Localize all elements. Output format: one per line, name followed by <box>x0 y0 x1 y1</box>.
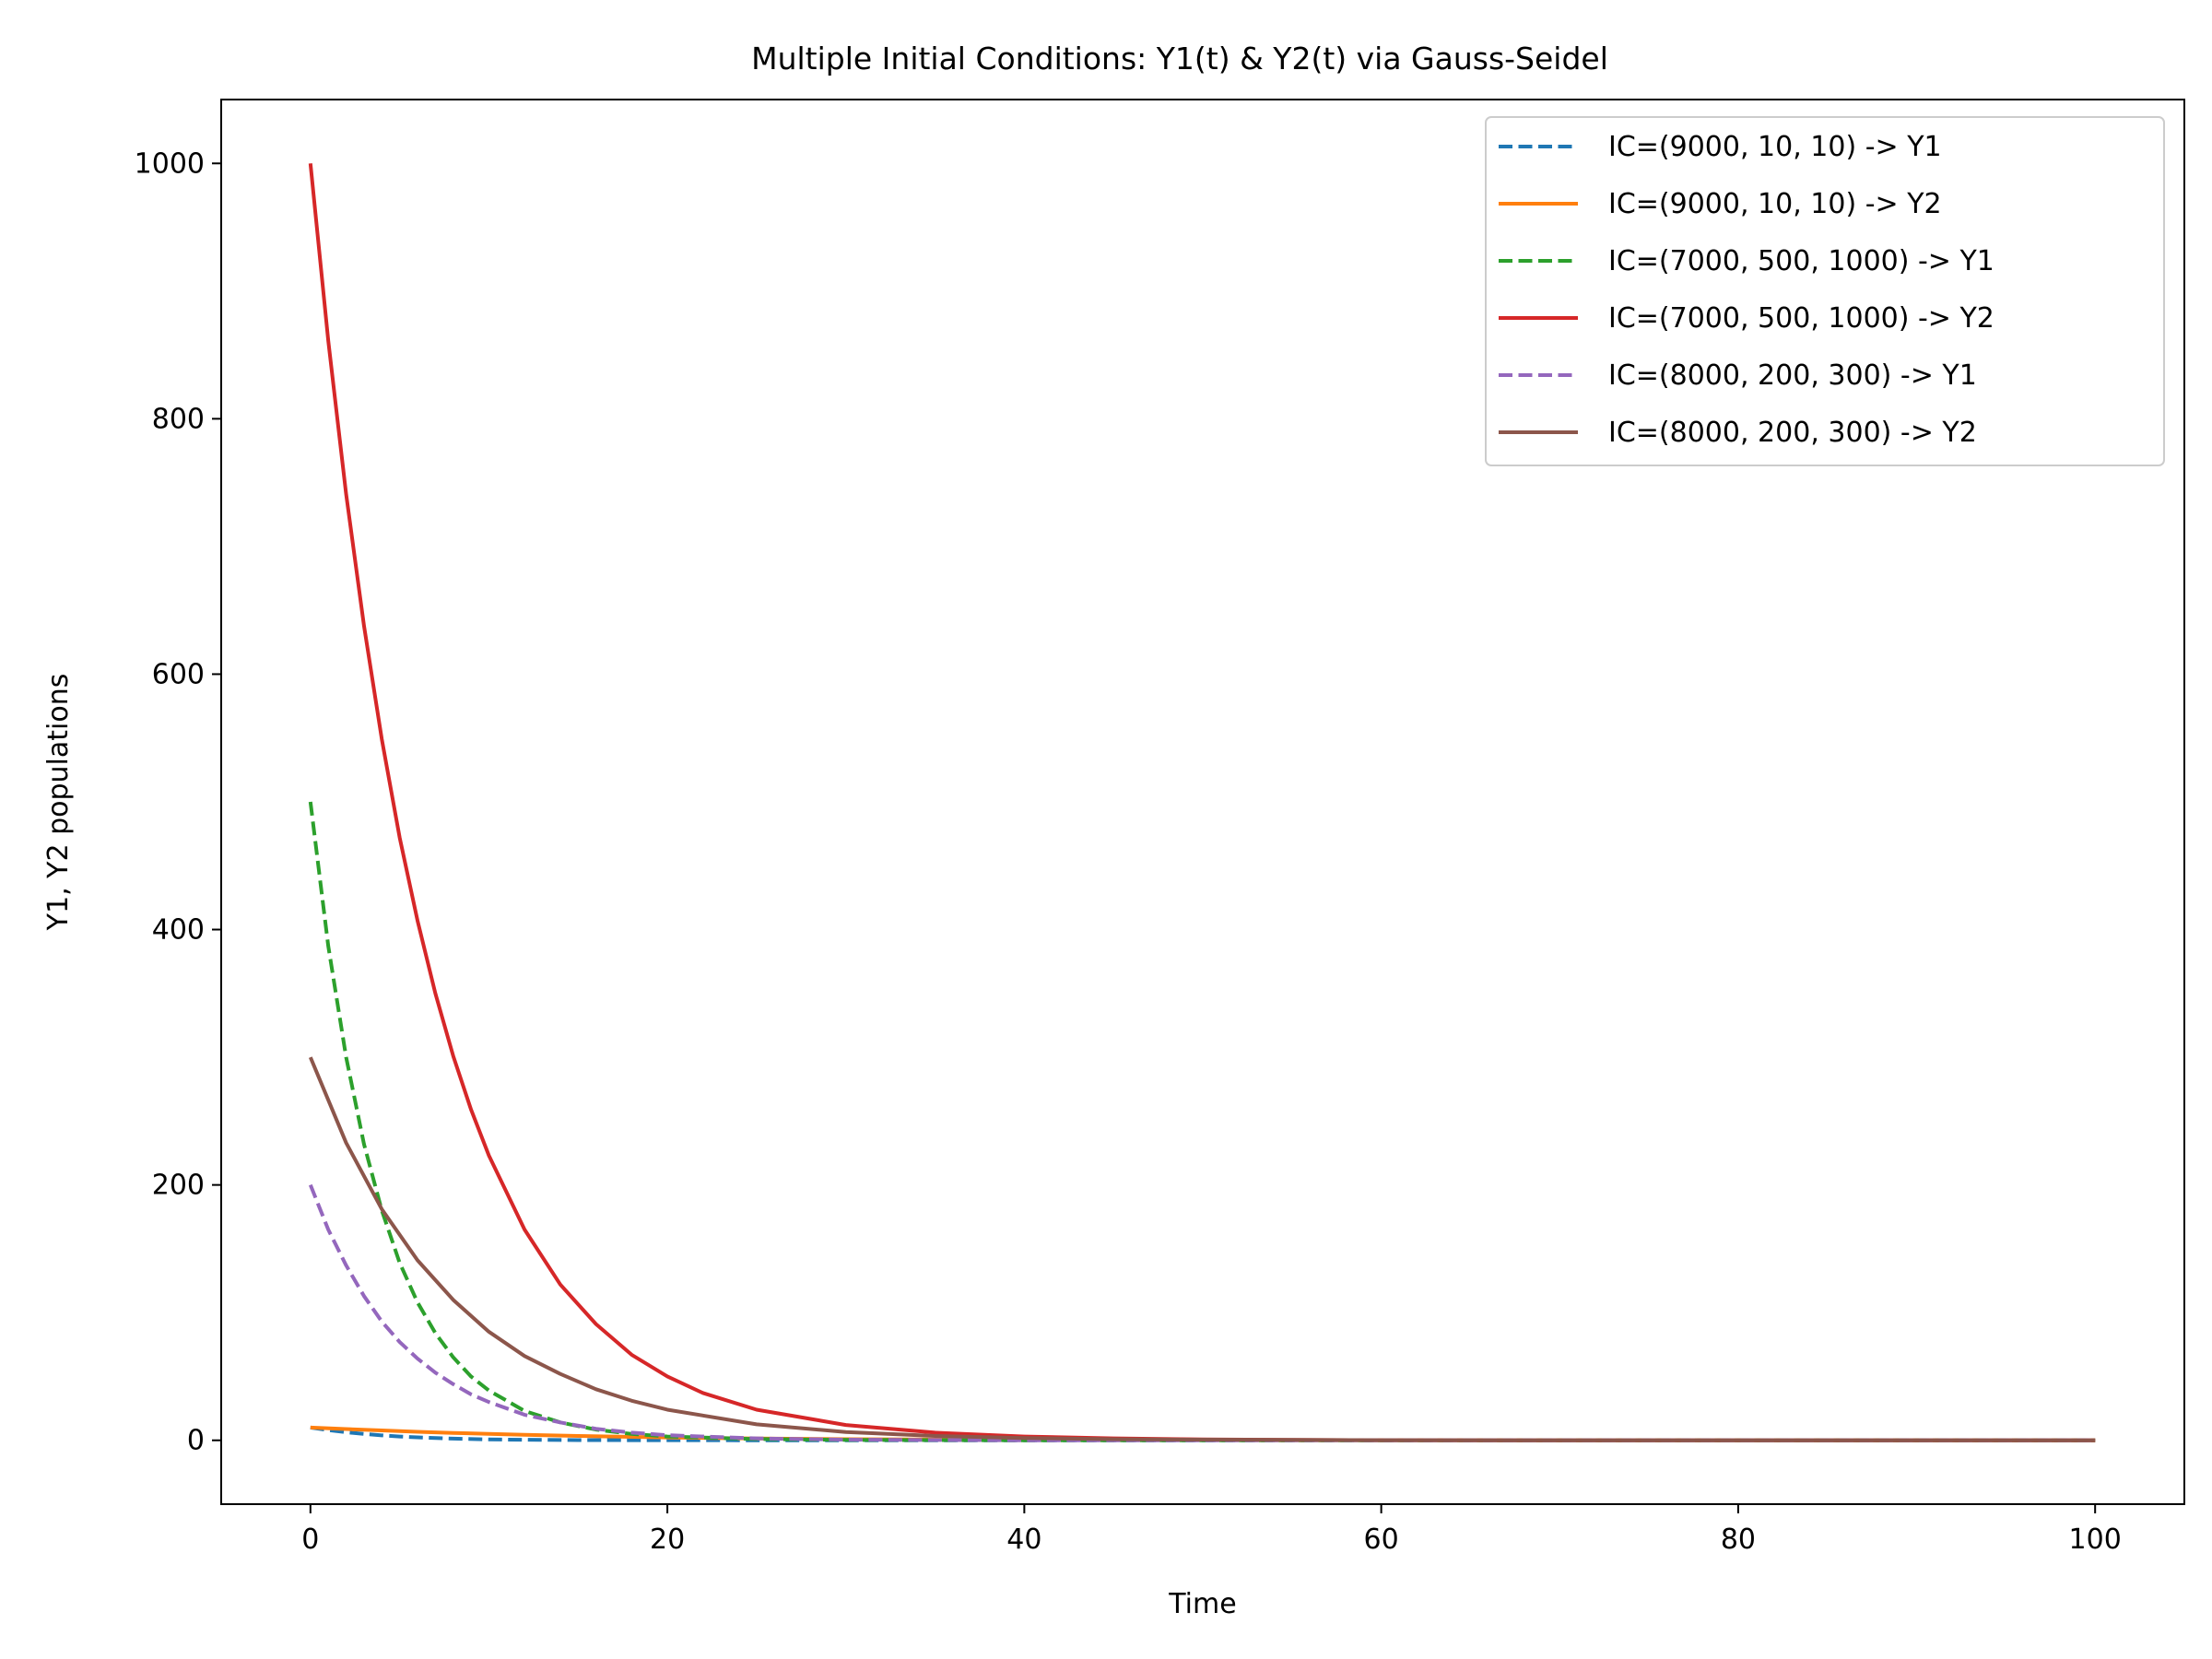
x-axis-label: Time <box>1168 1588 1236 1620</box>
plot-frame <box>220 99 2185 1505</box>
x-tick-label: 0 <box>301 1524 319 1556</box>
legend-label-1: IC=(9000, 10, 10) -> Y1 <box>1608 131 1942 163</box>
series-line-5 <box>308 1183 2096 1442</box>
y-tick-label: 0 <box>187 1425 205 1457</box>
x-tick-label: 60 <box>1364 1524 1399 1556</box>
y-tick-label: 400 <box>152 914 205 947</box>
legend-label-4: IC=(7000, 500, 1000) -> Y2 <box>1608 302 1994 335</box>
x-tick-label: 100 <box>2069 1524 2122 1556</box>
chart-title: Multiple Initial Conditions: Y1(t) & Y2(… <box>751 41 1608 76</box>
y-tick-label: 800 <box>152 403 205 435</box>
series-layer <box>308 163 2096 1442</box>
legend-label-3: IC=(7000, 500, 1000) -> Y1 <box>1608 245 1994 277</box>
y-tick-label: 200 <box>152 1170 205 1202</box>
x-tick-label: 80 <box>1721 1524 1756 1556</box>
x-tick-label: 20 <box>650 1524 685 1556</box>
legend-label-2: IC=(9000, 10, 10) -> Y2 <box>1608 188 1942 220</box>
series-line-6 <box>308 1056 2096 1442</box>
y-axis-label: Y1, Y2 populations <box>42 674 75 932</box>
x-axis: 0 20 40 60 80 100 <box>301 1504 2122 1556</box>
y-tick-label: 600 <box>152 658 205 690</box>
x-tick-label: 40 <box>1006 1524 1041 1556</box>
legend: IC=(9000, 10, 10) -> Y1 IC=(9000, 10, 10)… <box>1485 116 2165 466</box>
legend-label-6: IC=(8000, 200, 300) -> Y2 <box>1608 417 1977 449</box>
legend-label-5: IC=(8000, 200, 300) -> Y1 <box>1608 359 1977 392</box>
y-axis: 0 200 400 600 800 1000 <box>135 147 221 1457</box>
y-tick-label: 1000 <box>135 147 205 180</box>
legend-box <box>1485 116 2165 466</box>
